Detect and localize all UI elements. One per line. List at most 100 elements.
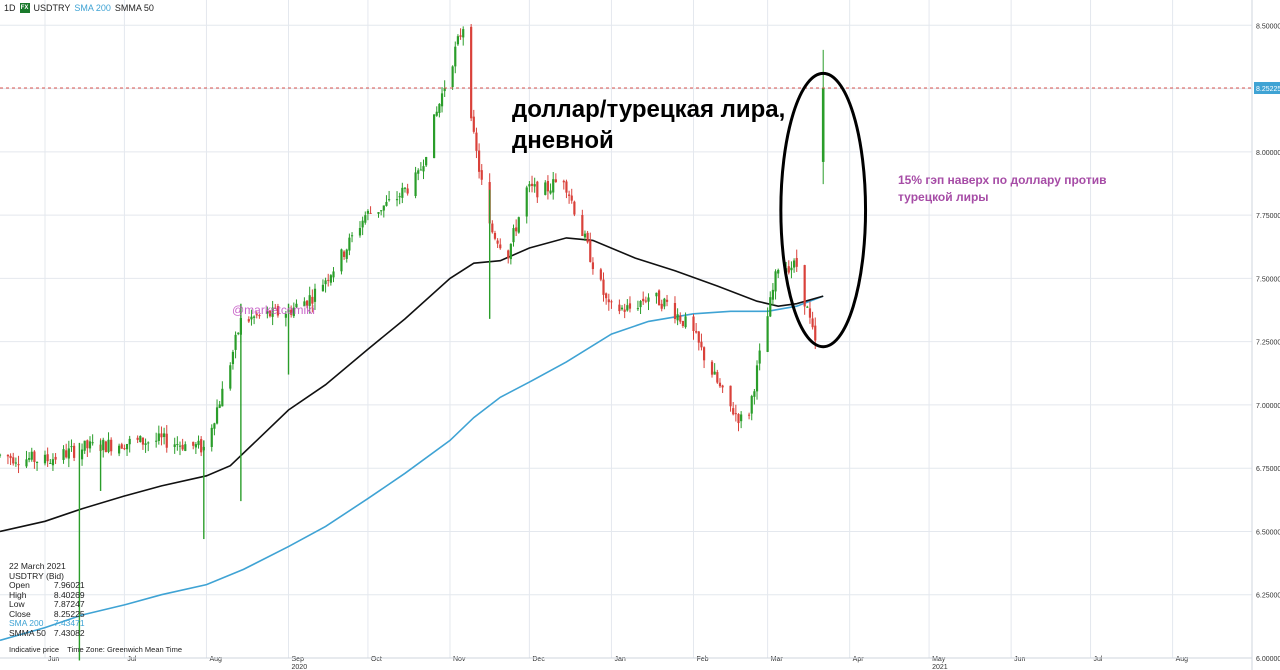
candle-body xyxy=(755,365,759,392)
candle-body xyxy=(88,441,92,449)
candle xyxy=(358,221,362,238)
candle-body xyxy=(403,187,407,189)
candle xyxy=(218,400,221,409)
candle-body xyxy=(12,457,15,464)
candle-body xyxy=(525,187,528,217)
candle-body xyxy=(438,103,441,113)
candle-body xyxy=(364,215,367,223)
candle xyxy=(165,425,168,453)
candle xyxy=(332,267,335,283)
candle-body xyxy=(753,391,756,397)
candle xyxy=(440,87,444,113)
candle xyxy=(33,450,36,469)
candle xyxy=(329,274,332,286)
candle xyxy=(790,261,793,279)
symbol-label[interactable]: USDTRY xyxy=(33,3,71,13)
candle-body xyxy=(628,303,632,309)
candle xyxy=(599,267,602,282)
info-instrument: USDTRY (Bid) xyxy=(9,571,64,581)
candle-body xyxy=(43,454,47,464)
interval-label[interactable]: 1D xyxy=(4,3,16,13)
candle xyxy=(181,438,184,451)
candle-body xyxy=(25,459,28,467)
x-tick-label: Apr xyxy=(853,656,865,663)
candle xyxy=(758,343,761,371)
candle xyxy=(102,437,105,458)
year-label: 2020 xyxy=(292,664,308,670)
candle-body xyxy=(610,301,613,303)
candle xyxy=(377,212,380,218)
candle xyxy=(25,450,28,469)
candle-body xyxy=(697,331,700,343)
candle xyxy=(403,187,407,193)
candle xyxy=(104,440,107,453)
candle xyxy=(70,439,73,452)
candle xyxy=(697,330,700,351)
candle-body xyxy=(536,181,539,198)
candle-body xyxy=(194,444,197,448)
candle-body xyxy=(110,439,113,452)
candle xyxy=(620,305,624,311)
candle-body xyxy=(435,111,438,116)
candle-body xyxy=(792,260,796,268)
candle-body xyxy=(139,436,142,443)
y-axis: 6.00000 6.25000 6.50000 6.75000 7.00000 7.250… xyxy=(1251,0,1280,670)
candle-body xyxy=(155,440,158,442)
candle xyxy=(348,233,351,256)
y-tick-label: 6.25000 xyxy=(1256,593,1280,600)
candle xyxy=(266,306,269,319)
moving-average-lines xyxy=(0,237,824,642)
candle-body xyxy=(602,279,605,295)
candle-body xyxy=(136,437,139,440)
candle xyxy=(107,432,110,454)
candle-body xyxy=(178,445,182,447)
x-axis: MayJunJulAugSepOctNovDecJanFebMarAprMayJ… xyxy=(0,656,1252,670)
candle xyxy=(628,296,632,313)
candle-body xyxy=(758,350,761,364)
candle-body xyxy=(141,437,145,445)
candle-body xyxy=(274,307,277,309)
candle xyxy=(657,289,661,306)
candle xyxy=(462,26,465,46)
candle-body xyxy=(425,157,428,166)
x-tick-label: Sep xyxy=(292,656,305,663)
candle xyxy=(795,249,798,272)
candle xyxy=(438,103,441,118)
info-row-close: Close 8.25225 xyxy=(9,608,85,619)
candle-body xyxy=(787,266,790,273)
candle xyxy=(766,307,769,353)
candle-body xyxy=(734,413,737,415)
candle xyxy=(618,299,621,315)
candle xyxy=(290,305,293,318)
candle-body xyxy=(470,26,473,119)
candle xyxy=(67,440,70,468)
candles[interactable] xyxy=(0,24,825,661)
candle xyxy=(718,378,722,388)
candle xyxy=(49,458,52,464)
candle-body xyxy=(30,451,33,460)
sma200-legend[interactable]: SMA 200 xyxy=(74,3,111,13)
candle xyxy=(160,426,163,446)
candle-body xyxy=(681,320,685,326)
candle-body xyxy=(573,201,576,215)
candle xyxy=(644,296,647,304)
candle-body xyxy=(271,307,274,317)
candle-body xyxy=(499,244,502,249)
candle-body xyxy=(747,414,751,416)
smma50-legend[interactable]: SMMA 50 xyxy=(114,3,154,13)
candle xyxy=(660,299,663,312)
candle-body xyxy=(702,347,706,361)
candle xyxy=(12,452,15,466)
candle-body xyxy=(255,314,258,316)
candle xyxy=(305,299,309,309)
candle-body xyxy=(17,464,20,466)
candle-body xyxy=(276,306,280,316)
candle-body xyxy=(509,243,512,260)
candle xyxy=(475,127,478,159)
candle-body xyxy=(9,455,12,459)
candle-body xyxy=(237,332,240,334)
candle xyxy=(435,106,438,117)
y-tick-label: 8.00000 xyxy=(1256,150,1280,157)
x-tick-label: Jun xyxy=(1014,656,1025,663)
